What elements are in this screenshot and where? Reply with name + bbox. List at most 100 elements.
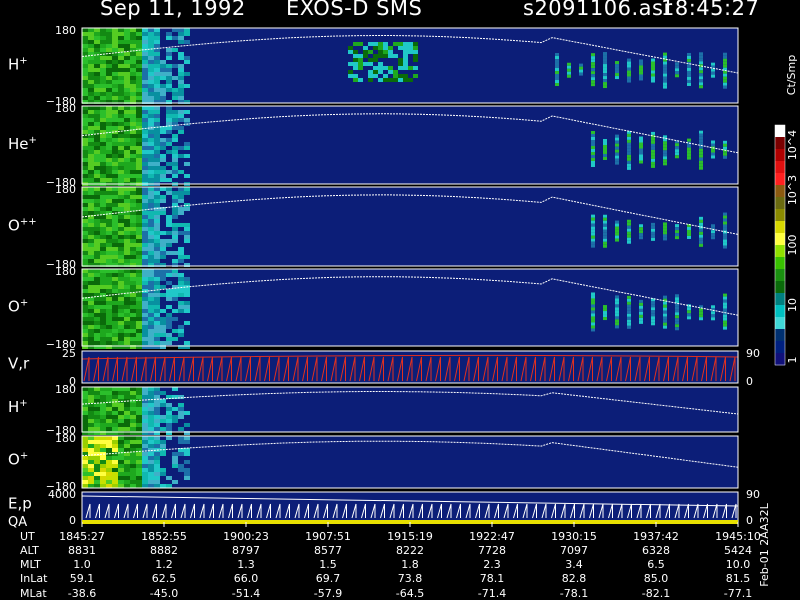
colorbar-segment bbox=[775, 269, 785, 282]
ytick-top-7: 4000 bbox=[48, 488, 76, 501]
panel-1 bbox=[81, 105, 739, 186]
panel-label-4: V,r bbox=[8, 355, 30, 373]
ephem-mlt-6: 3.4 bbox=[565, 558, 583, 571]
panel-frame bbox=[81, 386, 739, 433]
colorbar-segment bbox=[775, 305, 785, 318]
colorbar-frame bbox=[774, 124, 786, 366]
ephem-ut-0: 1845:27 bbox=[59, 530, 105, 543]
ytick-bottom-5: −180 bbox=[46, 424, 76, 437]
ephem-mlat-2: -51.4 bbox=[232, 587, 260, 600]
ytick-bottom-3: −180 bbox=[46, 338, 76, 351]
ephem-inlat-7: 85.0 bbox=[644, 572, 669, 585]
ephem-alt-3: 8577 bbox=[314, 544, 342, 557]
trace-line bbox=[81, 276, 739, 316]
ephem-alt-2: 8797 bbox=[232, 544, 260, 557]
panel-frame bbox=[81, 186, 739, 267]
ephem-inlat-4: 73.8 bbox=[398, 572, 423, 585]
ephem-inlat-0: 59.1 bbox=[70, 572, 95, 585]
colorbar-tick: 10 bbox=[786, 298, 799, 312]
ytick-right-top-7: 90 bbox=[746, 488, 760, 501]
ephem-ut-3: 1907:51 bbox=[305, 530, 351, 543]
ytick-bottom-1: −180 bbox=[46, 176, 76, 189]
side-label: Feb-01 2AA32L bbox=[758, 502, 771, 586]
ytick-top-4: 25 bbox=[62, 347, 76, 360]
ephem-mlat-3: -57.9 bbox=[314, 587, 342, 600]
panel-background bbox=[82, 492, 738, 522]
ytick-top-5: 180 bbox=[55, 383, 76, 396]
panel-label2-7: QA bbox=[8, 515, 27, 530]
panel-label-3: O+ bbox=[8, 297, 28, 315]
panel-label-5: H+ bbox=[8, 398, 28, 416]
panel-label-0: H+ bbox=[8, 55, 28, 73]
colorbar-segment bbox=[775, 161, 785, 174]
ephem-ut-6: 1930:15 bbox=[551, 530, 597, 543]
panel-0 bbox=[81, 27, 739, 104]
ephem-ut-2: 1900:23 bbox=[223, 530, 269, 543]
ephem-mlt-2: 1.3 bbox=[237, 558, 255, 571]
colorbar-segment bbox=[775, 185, 785, 198]
colorbar-segment bbox=[775, 329, 785, 342]
colorbar-segment bbox=[775, 245, 785, 258]
ephem-mlt-5: 2.3 bbox=[483, 558, 501, 571]
panel-4 bbox=[81, 350, 739, 384]
ephem-inlat-2: 66.0 bbox=[234, 572, 259, 585]
plot-time: 18:45:27 bbox=[661, 0, 760, 20]
ytick-top-1: 180 bbox=[55, 102, 76, 115]
panel-6 bbox=[81, 435, 739, 489]
colorbar-segment bbox=[775, 293, 785, 306]
ytick-top-0: 180 bbox=[55, 24, 76, 37]
colorbar-tick: 1 bbox=[786, 357, 799, 364]
trace-line bbox=[81, 194, 739, 235]
colorbar-segment bbox=[775, 149, 785, 162]
ephem-inlat-5: 78.1 bbox=[480, 572, 505, 585]
colorbar-segment bbox=[775, 257, 785, 270]
colorbar-segment bbox=[775, 317, 785, 330]
ytick-bottom-2: −180 bbox=[46, 258, 76, 271]
panel-label-2: O++ bbox=[8, 216, 37, 234]
ephem-mlat-8: -77.1 bbox=[724, 587, 752, 600]
ytick-bottom-4: 0 bbox=[69, 375, 76, 388]
ephem-mlat-0: -38.6 bbox=[68, 587, 96, 600]
panel-2 bbox=[81, 186, 739, 267]
trace-line bbox=[81, 440, 739, 468]
ephem-inlat-8: 81.5 bbox=[726, 572, 751, 585]
ephem-inlat-6: 82.8 bbox=[562, 572, 587, 585]
colorbar-segment bbox=[775, 281, 785, 294]
colorbar-segment bbox=[775, 353, 785, 366]
ytick-right-top-4: 90 bbox=[746, 347, 760, 360]
panel-label-6: O+ bbox=[8, 451, 28, 469]
panel-5 bbox=[81, 386, 739, 435]
plot-file: s2091106.asr bbox=[523, 0, 673, 20]
colorbar-segment bbox=[775, 221, 785, 234]
ephem-mlt-8: 10.0 bbox=[726, 558, 751, 571]
ephem-label-inlat: InLat bbox=[20, 572, 48, 585]
ephem-mlt-3: 1.5 bbox=[319, 558, 337, 571]
colorbar-segment bbox=[775, 341, 785, 354]
plot-date: Sep 11, 1992 bbox=[100, 0, 246, 20]
ephem-mlt-1: 1.2 bbox=[155, 558, 173, 571]
trace-line bbox=[81, 391, 739, 415]
ephem-mlat-5: -71.4 bbox=[478, 587, 506, 600]
panel-frame bbox=[81, 435, 739, 489]
trace-line bbox=[81, 35, 739, 74]
ytick-bottom-6: −180 bbox=[46, 480, 76, 493]
ephem-alt-0: 8831 bbox=[68, 544, 96, 557]
ephem-mlat-1: -45.0 bbox=[150, 587, 178, 600]
ephem-inlat-1: 62.5 bbox=[152, 572, 177, 585]
ephem-mlt-0: 1.0 bbox=[73, 558, 91, 571]
ephem-alt-7: 6328 bbox=[642, 544, 670, 557]
ephem-label-mlat: MLat bbox=[20, 587, 47, 600]
velocity-envelope bbox=[81, 354, 739, 360]
colorbar-segment bbox=[775, 125, 785, 138]
ephem-label-mlt: MLT bbox=[20, 558, 41, 571]
ephem-label-ut: UT bbox=[20, 530, 35, 543]
ephem-alt-1: 8882 bbox=[150, 544, 178, 557]
ephem-alt-8: 5424 bbox=[724, 544, 752, 557]
ephem-alt-4: 8222 bbox=[396, 544, 424, 557]
ephem-mlt-4: 1.8 bbox=[401, 558, 419, 571]
colorbar-segment bbox=[775, 233, 785, 246]
panel-3 bbox=[81, 268, 739, 349]
panel-frame bbox=[81, 268, 739, 347]
ephem-ut-4: 1915:19 bbox=[387, 530, 433, 543]
